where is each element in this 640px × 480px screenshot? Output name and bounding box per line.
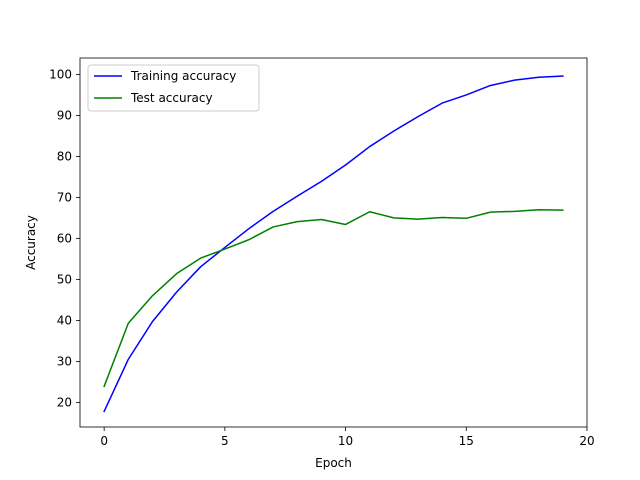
y-tick-label: 90 xyxy=(57,108,72,122)
y-axis-ticks: 20 30 40 50 60 70 80 90 100 xyxy=(49,67,80,409)
x-axis-ticks: 0 5 10 15 20 xyxy=(100,427,595,448)
y-tick-label: 70 xyxy=(57,190,72,204)
legend-box xyxy=(87,64,260,112)
x-axis-label: Epoch xyxy=(315,456,352,470)
x-tick-label: 0 xyxy=(100,434,108,448)
plot-lines xyxy=(103,75,564,413)
y-tick-label: 20 xyxy=(57,395,72,409)
x-tick-label: 20 xyxy=(579,434,594,448)
y-tick-label: 100 xyxy=(49,67,72,81)
y-tick-label: 50 xyxy=(57,272,72,286)
x-tick-label: 10 xyxy=(338,434,353,448)
plot-frame xyxy=(79,57,588,428)
y-tick-label: 30 xyxy=(57,354,72,368)
series-line-test-accuracy xyxy=(103,208,564,388)
x-tick-label: 5 xyxy=(221,434,229,448)
legend: Training accuracy Test accuracy xyxy=(87,64,260,112)
legend-label-test-accuracy: Test accuracy xyxy=(130,91,213,105)
y-tick-label: 40 xyxy=(57,313,72,327)
y-axis-label: Accuracy xyxy=(24,215,38,270)
y-tick-label: 80 xyxy=(57,149,72,163)
series-line-training-accuracy xyxy=(103,75,564,413)
y-tick-label: 60 xyxy=(57,231,72,245)
axes xyxy=(79,57,588,428)
x-tick-label: 15 xyxy=(459,434,474,448)
legend-label-training-accuracy: Training accuracy xyxy=(130,69,236,83)
